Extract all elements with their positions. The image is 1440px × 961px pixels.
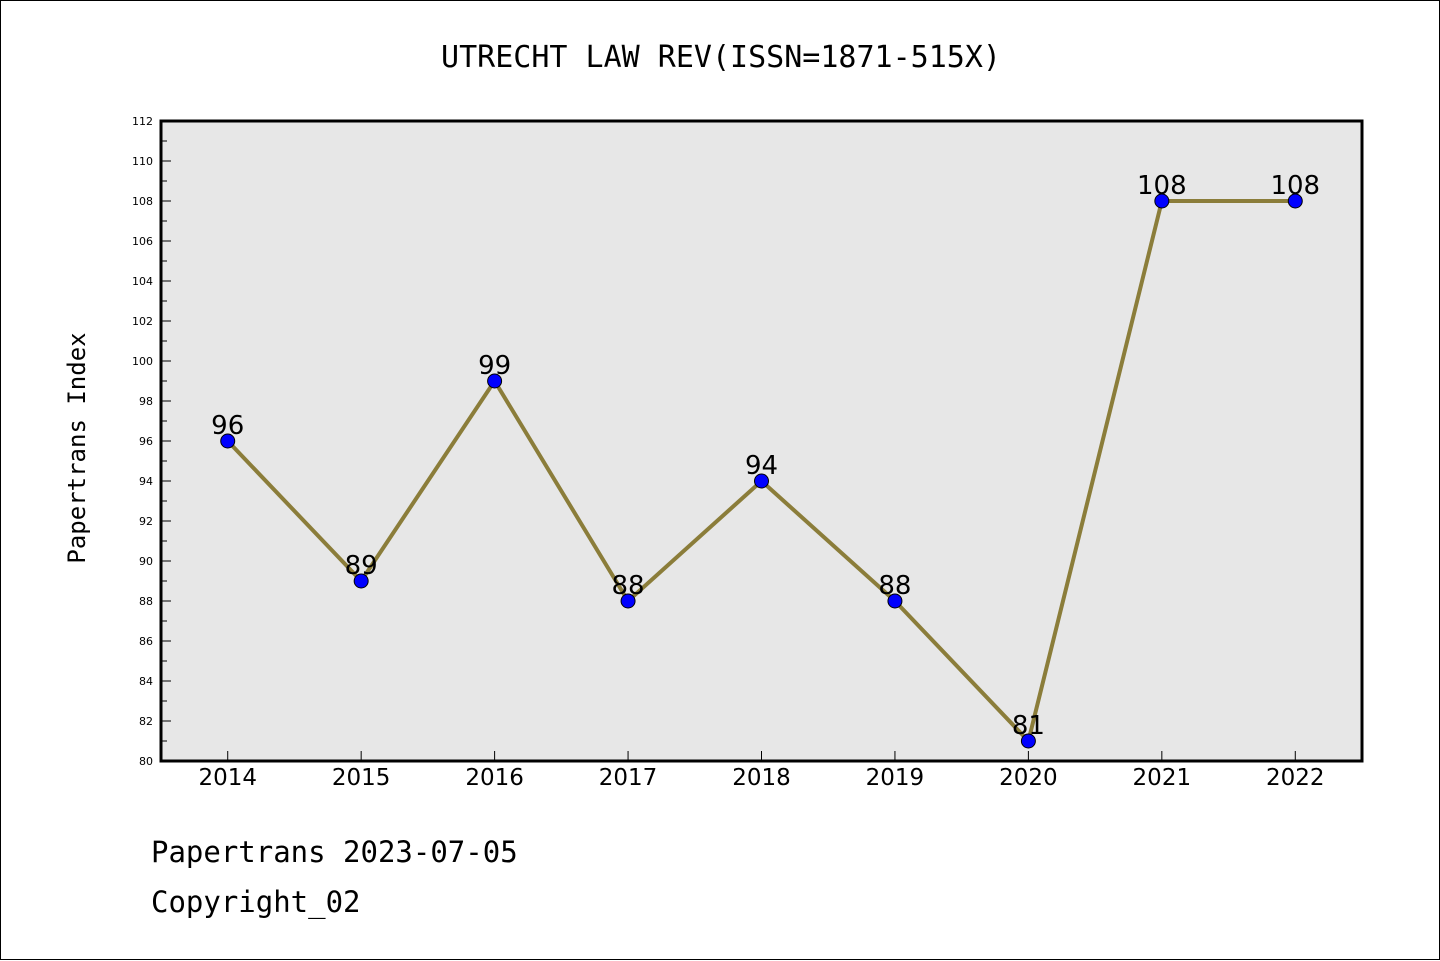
y-tick-label: 110 xyxy=(132,155,153,168)
x-tick-label: 2017 xyxy=(599,765,658,791)
data-label: 96 xyxy=(211,411,244,441)
x-tick-label: 2019 xyxy=(866,765,925,791)
chart-title: UTRECHT LAW REV(ISSN=1871-515X) xyxy=(441,40,1001,75)
y-tick-label: 100 xyxy=(132,355,153,368)
y-tick-label: 98 xyxy=(139,395,153,408)
series xyxy=(220,193,1303,749)
plot-area xyxy=(159,119,1364,763)
data-point xyxy=(1020,733,1036,749)
x-tick-label: 2016 xyxy=(465,765,524,791)
y-tick-label: 106 xyxy=(132,235,153,248)
x-tick-label: 2020 xyxy=(999,765,1058,791)
data-label: 88 xyxy=(612,571,645,601)
data-point xyxy=(1287,193,1303,209)
x-tick-label: 2022 xyxy=(1266,765,1325,791)
footer-date: Papertrans 2023-07-05 xyxy=(151,835,518,869)
data-labels: 96 89 99 88 94 88 81 108 108 xyxy=(211,171,1320,741)
y-tick-label: 96 xyxy=(139,435,153,448)
data-label: 108 xyxy=(1137,171,1187,201)
x-tick-label: 2018 xyxy=(732,765,791,791)
y-tick-label: 88 xyxy=(139,595,153,608)
footer-copyright: Copyright_02 xyxy=(151,885,361,919)
y-tick-label: 84 xyxy=(139,675,153,688)
data-label: 81 xyxy=(1012,711,1045,741)
data-point xyxy=(754,473,769,489)
y-tick-label: 80 xyxy=(139,755,153,768)
data-label: 89 xyxy=(345,551,378,581)
y-tick-label: 92 xyxy=(139,515,153,528)
y-tick-label: 82 xyxy=(139,715,153,728)
data-label: 99 xyxy=(478,351,511,381)
y-tick-label: 94 xyxy=(139,475,153,488)
data-point xyxy=(620,593,636,609)
data-label: 88 xyxy=(878,571,911,601)
y-axis-label: Papertrans Index xyxy=(63,332,91,563)
x-tick-label: 2015 xyxy=(332,765,391,791)
x-tick-label: 2014 xyxy=(198,765,257,791)
x-tick-label: 2021 xyxy=(1133,765,1192,791)
data-point xyxy=(487,373,503,389)
y-tick-label: 102 xyxy=(132,315,153,328)
data-point xyxy=(220,433,236,449)
y-tick-label: 104 xyxy=(132,275,153,288)
y-tick-label: 108 xyxy=(132,195,153,208)
y-tick-label: 86 xyxy=(139,635,153,648)
y-axis: 80 82 84 86 88 90 92 94 96 98 100 102 104 106 108 110 11… xyxy=(132,115,171,768)
data-point xyxy=(887,593,903,609)
y-tick-label: 90 xyxy=(139,555,153,568)
data-label: 108 xyxy=(1270,171,1320,201)
data-point xyxy=(353,573,369,589)
data-point xyxy=(1154,193,1170,209)
y-tick-label: 112 xyxy=(132,115,153,128)
x-axis: 2014 2015 2016 2017 2018 2019 2020 2021 2022 xyxy=(198,751,1325,791)
data-label: 94 xyxy=(745,451,778,481)
